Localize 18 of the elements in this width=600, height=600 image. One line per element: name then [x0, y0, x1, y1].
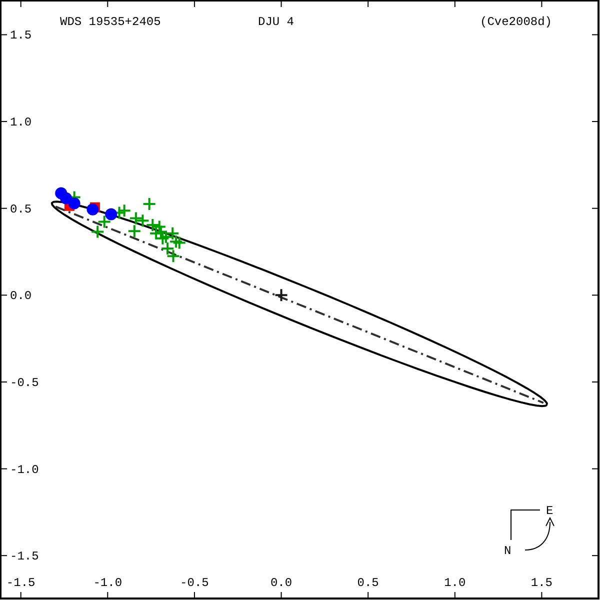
y-tick-label: 0.5	[10, 202, 32, 216]
y-tick-label: 1.5	[10, 28, 32, 43]
x-tick-label: 1.0	[444, 576, 466, 590]
annotation: N	[504, 544, 512, 558]
y-tick-label: -1.5	[10, 550, 39, 564]
annotation: E	[546, 504, 554, 518]
annotation: (Cve2008d)	[480, 15, 552, 29]
x-tick-label: 0.5	[357, 576, 379, 590]
text: WDS 19535+2405	[60, 15, 161, 29]
y-tick-label: -0.5	[10, 376, 39, 390]
x-tick-label: -0.5	[180, 576, 209, 590]
x-tick-label: -1.0	[93, 576, 122, 590]
y-tick-label: -1.0	[10, 462, 39, 477]
text: DJU 4	[258, 15, 294, 29]
y-tick-label: 0.0	[10, 289, 32, 304]
x-tick-label: 0.0	[270, 576, 292, 590]
y-tick-label: 1.0	[10, 116, 32, 130]
x-tick-label: 1.5	[530, 576, 553, 590]
